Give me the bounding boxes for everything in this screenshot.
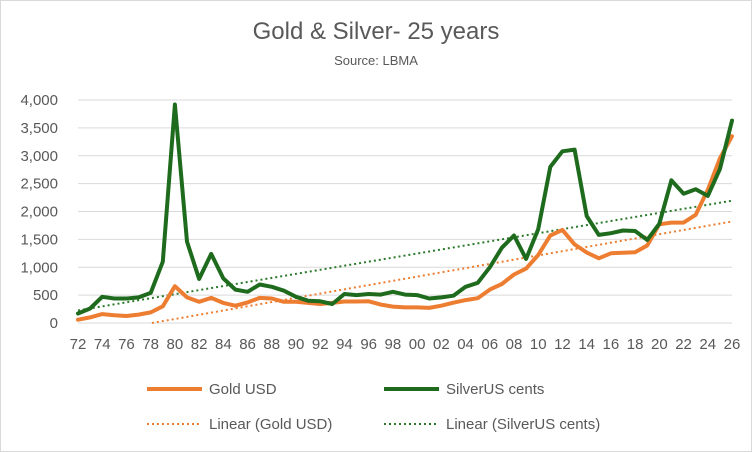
y-axis: 4,000 3,500 3,000 2,500 2,000 1,500 1,000 500 0 [20, 92, 58, 332]
series-line-gold [76, 134, 734, 322]
legend: Gold USD SilverUS cents Linear (Gold USD) L… [147, 381, 600, 433]
legend-trend-gold: Linear (Gold USD) [147, 416, 332, 433]
x-tick-label: 14 [578, 336, 595, 353]
x-tick-label: 18 [627, 336, 644, 353]
x-tick-label: 82 [191, 336, 208, 353]
x-tick-label: 88 [263, 336, 280, 353]
y-tick-label: 3,500 [20, 120, 58, 137]
x-tick-label: 74 [94, 336, 111, 353]
x-tick-label: 98 [385, 336, 402, 353]
y-tick-label: 0 [50, 315, 58, 332]
y-tick-label: 500 [33, 287, 58, 304]
chart-title: Gold & Silver- 25 years [252, 18, 500, 45]
trendline-silver [77, 199, 733, 312]
x-tick-label: 00 [409, 336, 426, 353]
y-tick-label: 2,500 [20, 176, 58, 193]
y-tick-label: 1,000 [20, 259, 58, 276]
x-tick-label: 96 [360, 336, 377, 353]
x-tick-label: 84 [215, 336, 232, 353]
legend-label: Linear (SilverUS cents) [446, 416, 600, 433]
x-tick-label: 12 [554, 336, 571, 353]
x-tick-label: 08 [506, 336, 523, 353]
x-tick-label: 78 [142, 336, 159, 353]
x-tick-label: 24 [699, 336, 716, 353]
x-tick-label: 76 [118, 336, 135, 353]
trendlines [77, 199, 733, 324]
x-tick-label: 04 [457, 336, 474, 353]
x-axis: 72 74 76 78 80 82 84 86 88 90 92 94 96 98 00 02 04 06 08 10… [70, 336, 741, 353]
legend-label: SilverUS cents [446, 381, 544, 398]
x-tick-label: 06 [481, 336, 498, 353]
y-tick-label: 4,000 [20, 92, 58, 109]
x-tick-label: 02 [433, 336, 450, 353]
legend-trend-silver: Linear (SilverUS cents) [384, 416, 600, 433]
y-tick-label: 2,000 [20, 204, 58, 221]
x-tick-label: 16 [603, 336, 620, 353]
x-tick-label: 90 [288, 336, 305, 353]
y-tick-label: 1,500 [20, 231, 58, 248]
x-tick-label: 80 [167, 336, 184, 353]
x-tick-label: 92 [312, 336, 329, 353]
chart-subtitle: Source: LBMA [334, 53, 418, 68]
legend-silver: SilverUS cents [384, 381, 544, 398]
series-lines [76, 102, 734, 322]
x-tick-label: 20 [651, 336, 668, 353]
legend-gold: Gold USD [147, 381, 277, 398]
legend-label: Gold USD [209, 381, 277, 398]
x-tick-label: 86 [239, 336, 256, 353]
x-tick-label: 22 [675, 336, 692, 353]
legend-label: Linear (Gold USD) [209, 416, 332, 433]
x-tick-label: 72 [70, 336, 87, 353]
trendline-gold [151, 220, 733, 324]
series-line-silver [76, 102, 734, 316]
y-tick-label: 3,000 [20, 148, 58, 165]
x-tick-label: 10 [530, 336, 547, 353]
x-tick-label: 94 [336, 336, 353, 353]
x-tick-label: 26 [724, 336, 741, 353]
